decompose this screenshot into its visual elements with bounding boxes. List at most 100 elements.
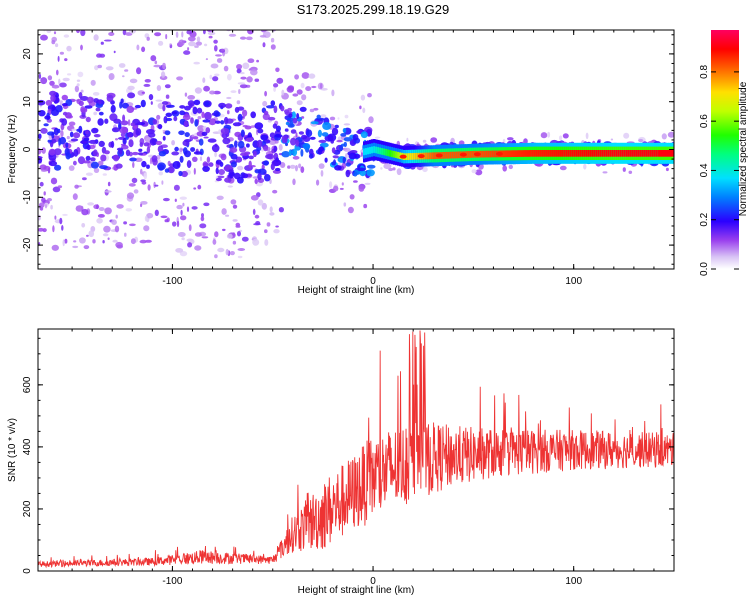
- heatmap-cell: [116, 204, 124, 209]
- heatmap-cell: [236, 68, 242, 74]
- heatmap-cell: [108, 73, 115, 80]
- ridge-segment: [445, 151, 448, 159]
- heatmap-cell: [406, 137, 409, 142]
- heatmap-cell: [157, 145, 164, 153]
- heatmap-cell: [62, 213, 68, 216]
- heatmap-cell: [104, 39, 112, 42]
- heatmap-cell: [193, 99, 201, 106]
- heatmap-cell: [147, 184, 151, 191]
- heatmap-cell: [661, 133, 667, 140]
- heatmap-cell: [364, 182, 371, 185]
- y-tick-label: 0: [22, 568, 33, 574]
- heatmap-cell: [143, 225, 150, 232]
- heatmap-cell: [274, 134, 283, 138]
- heatmap-cell: [192, 136, 199, 140]
- heatmap-cell: [91, 127, 99, 134]
- ridge-segment: [471, 151, 474, 158]
- heatmap-cell: [81, 223, 86, 228]
- ridge-segment: [551, 150, 555, 157]
- heatmap-cell: [187, 47, 190, 51]
- ridge-segment: [413, 153, 416, 160]
- heatmap-cell: [102, 240, 105, 244]
- ridge-segment: [547, 150, 551, 157]
- heatmap-cell: [248, 155, 254, 160]
- heatmap-cell: [96, 53, 102, 58]
- heatmap-cell: [140, 168, 143, 175]
- heatmap-cell: [216, 195, 224, 200]
- ridge-segment: [581, 150, 585, 157]
- heatmap-cell: [220, 120, 225, 125]
- heatmap-cell: [86, 144, 91, 150]
- heatmap-cell: [38, 156, 43, 159]
- heatmap-cell: [105, 66, 114, 71]
- heatmap-cell: [265, 24, 269, 27]
- heatmap-cell: [110, 140, 115, 149]
- heatmap-cell: [120, 120, 129, 126]
- heatmap-cell: [320, 83, 323, 90]
- heatmap-cell: [203, 136, 209, 139]
- heatmap-cell: [186, 160, 192, 169]
- heatmap-cell: [216, 58, 223, 63]
- heatmap-cell: [58, 138, 62, 146]
- heatmap-cell: [289, 164, 296, 169]
- heatmap-cell: [388, 167, 394, 172]
- ridge-segment: [523, 150, 526, 157]
- heatmap-cell: [80, 30, 86, 37]
- colorbar-gradient: [711, 30, 739, 269]
- heatmap-cell: [55, 43, 59, 48]
- heatmap-cell: [118, 149, 123, 155]
- heatmap-cell: [559, 135, 563, 141]
- ridge-segment: [457, 151, 460, 159]
- ridge-segment: [393, 150, 396, 158]
- heatmap-cell: [273, 105, 278, 114]
- heatmap-cell: [193, 167, 196, 175]
- heatmap-cell: [215, 167, 219, 175]
- heatmap-cell: [295, 132, 298, 138]
- heatmap-cell: [213, 110, 220, 117]
- heatmap-cell: [201, 236, 209, 239]
- heatmap-cell: [286, 86, 294, 93]
- heatmap-cell: [192, 156, 198, 162]
- heatmap-cell: [383, 163, 392, 170]
- heatmap-cell: [46, 30, 52, 34]
- heatmap-cell: [146, 146, 151, 154]
- heatmap-cell: [274, 24, 281, 30]
- heatmap-cell: [78, 100, 84, 107]
- heatmap-cell: [301, 134, 308, 140]
- ridge-segment: [553, 150, 557, 157]
- heatmap-cell: [98, 99, 102, 105]
- heatmap-cell: [252, 238, 260, 246]
- heatmap-cell: [102, 173, 108, 176]
- heatmap-cell: [221, 48, 225, 52]
- heatmap-cell: [275, 157, 280, 163]
- snr-y-ticks: 0 200 400 600: [22, 337, 674, 574]
- heatmap-cell: [254, 122, 264, 130]
- heatmap-cell: [195, 18, 202, 24]
- y-tick-label: 600: [22, 376, 33, 393]
- ridge-segment: [565, 150, 569, 157]
- ridge-segment: [575, 150, 579, 157]
- heatmap-cell: [171, 111, 178, 115]
- heatmap-cell: [44, 115, 51, 120]
- ridge-segment: [609, 150, 613, 157]
- ridge-segment: [469, 151, 472, 158]
- heatmap-cell: [91, 9, 95, 14]
- heatmap-cell: [205, 127, 211, 134]
- heatmap-cell: [317, 129, 322, 138]
- heatmap-cell: [51, 40, 56, 45]
- heatmap-cell: [181, 170, 188, 178]
- heatmap-cell: [186, 206, 190, 212]
- heatmap-cell: [169, 43, 172, 46]
- heatmap-cell: [244, 125, 252, 130]
- heatmap-cell: [122, 114, 126, 122]
- heatmap-cell: [123, 221, 127, 225]
- ridge-segment: [371, 146, 374, 154]
- heatmap-cell: [250, 69, 258, 76]
- heatmap-cell: [118, 122, 122, 130]
- heatmap-cell: [233, 172, 241, 180]
- colorbar-tick-label: 0.2: [699, 212, 710, 226]
- heatmap-cell: [305, 86, 312, 92]
- x-tick-label: 0: [370, 276, 376, 287]
- heatmap-cell: [250, 195, 259, 201]
- heatmap-cell: [177, 23, 184, 27]
